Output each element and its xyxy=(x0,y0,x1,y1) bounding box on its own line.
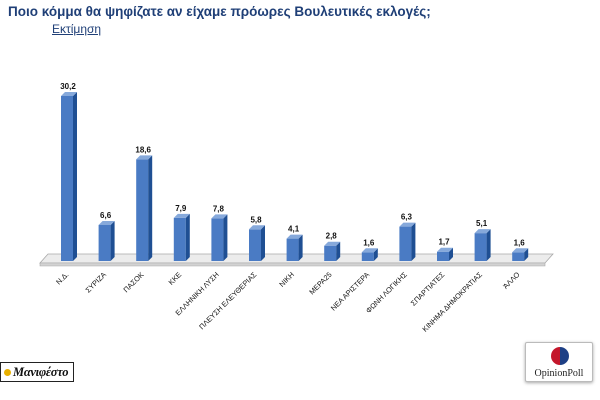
bar xyxy=(173,213,190,261)
bar-top xyxy=(249,225,265,230)
opinionpoll-logo: OpinionPoll xyxy=(525,342,593,382)
bar xyxy=(98,220,115,261)
category-label: ΝΕΑ ΑΡΙΣΤΕΡΑ xyxy=(329,270,372,313)
bar-side xyxy=(73,92,77,261)
value-label: 5,1 xyxy=(476,219,488,228)
bar-front xyxy=(173,217,186,261)
bar xyxy=(512,248,529,261)
bar-top xyxy=(286,234,303,239)
floor-edge xyxy=(39,262,546,267)
bar xyxy=(249,225,265,261)
bar-front xyxy=(474,233,487,261)
bar-side xyxy=(261,225,265,261)
bar-front xyxy=(512,252,525,261)
category-label: ΜΕΡΑ25 xyxy=(307,270,333,296)
bar-front xyxy=(399,226,412,261)
opinionpoll-logo-text: OpinionPoll xyxy=(534,368,584,379)
bar-front xyxy=(324,245,337,261)
bar xyxy=(399,222,416,261)
value-label: 1,6 xyxy=(363,238,375,247)
value-label: 7,9 xyxy=(175,204,187,213)
bar-front xyxy=(98,224,111,261)
value-label: 4,1 xyxy=(288,225,300,234)
bar xyxy=(437,247,453,261)
bar xyxy=(361,248,378,261)
bar-side xyxy=(411,222,416,261)
value-label: 5,8 xyxy=(250,215,262,224)
bar-top xyxy=(136,155,153,160)
bar-front xyxy=(61,96,73,261)
value-label: 30,2 xyxy=(60,82,76,91)
bar-side xyxy=(185,213,190,261)
bar xyxy=(474,229,491,261)
bar-top xyxy=(211,214,228,219)
bar-top xyxy=(324,241,341,246)
bar-front xyxy=(211,218,224,261)
logo-dot-icon xyxy=(4,368,11,376)
bar-side xyxy=(449,247,453,261)
bar-front xyxy=(286,238,299,261)
bar-top xyxy=(173,213,190,218)
category-label: ΣΠΑΡΤΙΑΤΕΣ xyxy=(409,270,447,308)
bar-side xyxy=(110,220,115,261)
bar-side xyxy=(223,214,228,261)
category-label: ΝΙΚΗ xyxy=(277,270,296,289)
value-label: 7,8 xyxy=(213,204,225,213)
bar-top xyxy=(399,222,416,227)
category-label: ΆΛΛΟ xyxy=(501,270,522,291)
category-label: ΣΥΡΙΖΑ xyxy=(84,270,109,295)
bar xyxy=(211,214,228,261)
bar-side xyxy=(486,229,491,261)
value-label: 6,6 xyxy=(100,211,112,220)
value-labels: 30,2 6,6 18,6 7,9 7,8 5,8 4,1 2,8 1,6 6,3 1,7 5,1 1,… xyxy=(60,82,525,247)
chart-subtitle: Εκτίμηση xyxy=(52,22,102,36)
bar xyxy=(324,241,341,261)
value-label: 2,8 xyxy=(326,232,338,241)
bar-top xyxy=(437,247,453,252)
bar xyxy=(61,92,77,261)
bar-side xyxy=(524,248,529,261)
bar-side xyxy=(298,234,303,261)
bar-top xyxy=(61,92,77,96)
bar-front xyxy=(361,252,374,261)
bar-side xyxy=(336,241,341,261)
bar-front xyxy=(136,159,149,261)
category-label: ΚΚΕ xyxy=(167,270,184,287)
value-label: 1,6 xyxy=(514,238,526,247)
manifesto-logo: Μανιφέστο xyxy=(0,362,74,382)
bar xyxy=(136,155,153,261)
chart-title: Ποιο κόμμα θα ψηφίζατε αν είχαμε πρόωρες… xyxy=(8,4,431,19)
bar xyxy=(286,234,303,261)
value-label: 6,3 xyxy=(401,213,413,222)
bar-top xyxy=(98,220,115,225)
bar-top xyxy=(474,229,491,234)
value-label: 18,6 xyxy=(135,145,151,154)
opinionpoll-circle-icon xyxy=(551,347,569,365)
bar-side xyxy=(148,155,153,261)
manifesto-logo-text: Μανιφέστο xyxy=(13,364,69,379)
bar-side xyxy=(373,248,378,261)
bar-top xyxy=(512,248,529,253)
category-label: ΠΑΣΟΚ xyxy=(121,270,145,294)
bar-front xyxy=(437,251,449,261)
category-label: Ν.Δ. xyxy=(54,270,70,286)
chart-bars xyxy=(61,92,529,261)
bar-front xyxy=(249,229,261,261)
bar-top xyxy=(361,248,378,253)
value-label: 1,7 xyxy=(438,238,450,247)
